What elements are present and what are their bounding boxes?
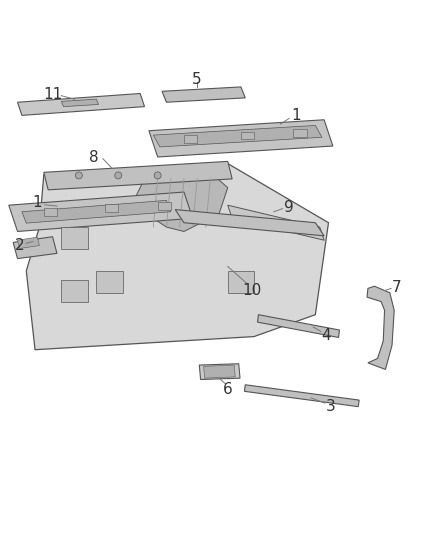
Circle shape [115, 172, 122, 179]
Text: 7: 7 [392, 280, 401, 295]
Bar [44, 208, 57, 216]
Polygon shape [367, 286, 394, 369]
Text: 6: 6 [223, 382, 233, 397]
Polygon shape [162, 87, 245, 102]
Circle shape [75, 172, 82, 179]
Text: 9: 9 [284, 200, 294, 215]
Text: 11: 11 [43, 87, 62, 102]
Text: 10: 10 [242, 283, 261, 298]
Bar [241, 132, 254, 140]
Text: 8: 8 [89, 149, 99, 165]
Bar [61, 280, 88, 302]
Bar [96, 271, 123, 293]
Bar [184, 135, 197, 142]
Text: 1: 1 [32, 196, 42, 211]
Bar [61, 227, 88, 249]
Polygon shape [175, 209, 324, 236]
Polygon shape [61, 99, 99, 107]
Polygon shape [9, 192, 193, 231]
Polygon shape [22, 200, 171, 223]
Polygon shape [149, 120, 333, 157]
Polygon shape [26, 164, 328, 350]
Polygon shape [204, 365, 235, 378]
Text: 1: 1 [291, 108, 300, 123]
Polygon shape [13, 237, 57, 259]
Polygon shape [199, 364, 240, 379]
Text: 5: 5 [192, 71, 202, 86]
Polygon shape [136, 172, 228, 231]
Circle shape [154, 172, 161, 179]
Polygon shape [244, 385, 359, 407]
Polygon shape [258, 314, 339, 337]
Bar [158, 201, 171, 209]
Text: 2: 2 [15, 238, 25, 253]
Bar [293, 129, 307, 137]
Polygon shape [153, 125, 322, 147]
Text: 3: 3 [326, 399, 336, 414]
Polygon shape [228, 205, 324, 240]
Text: 4: 4 [321, 328, 331, 343]
Bar [105, 204, 118, 212]
Polygon shape [18, 93, 145, 115]
Bar [228, 271, 254, 293]
Polygon shape [18, 237, 39, 248]
Polygon shape [44, 161, 232, 190]
